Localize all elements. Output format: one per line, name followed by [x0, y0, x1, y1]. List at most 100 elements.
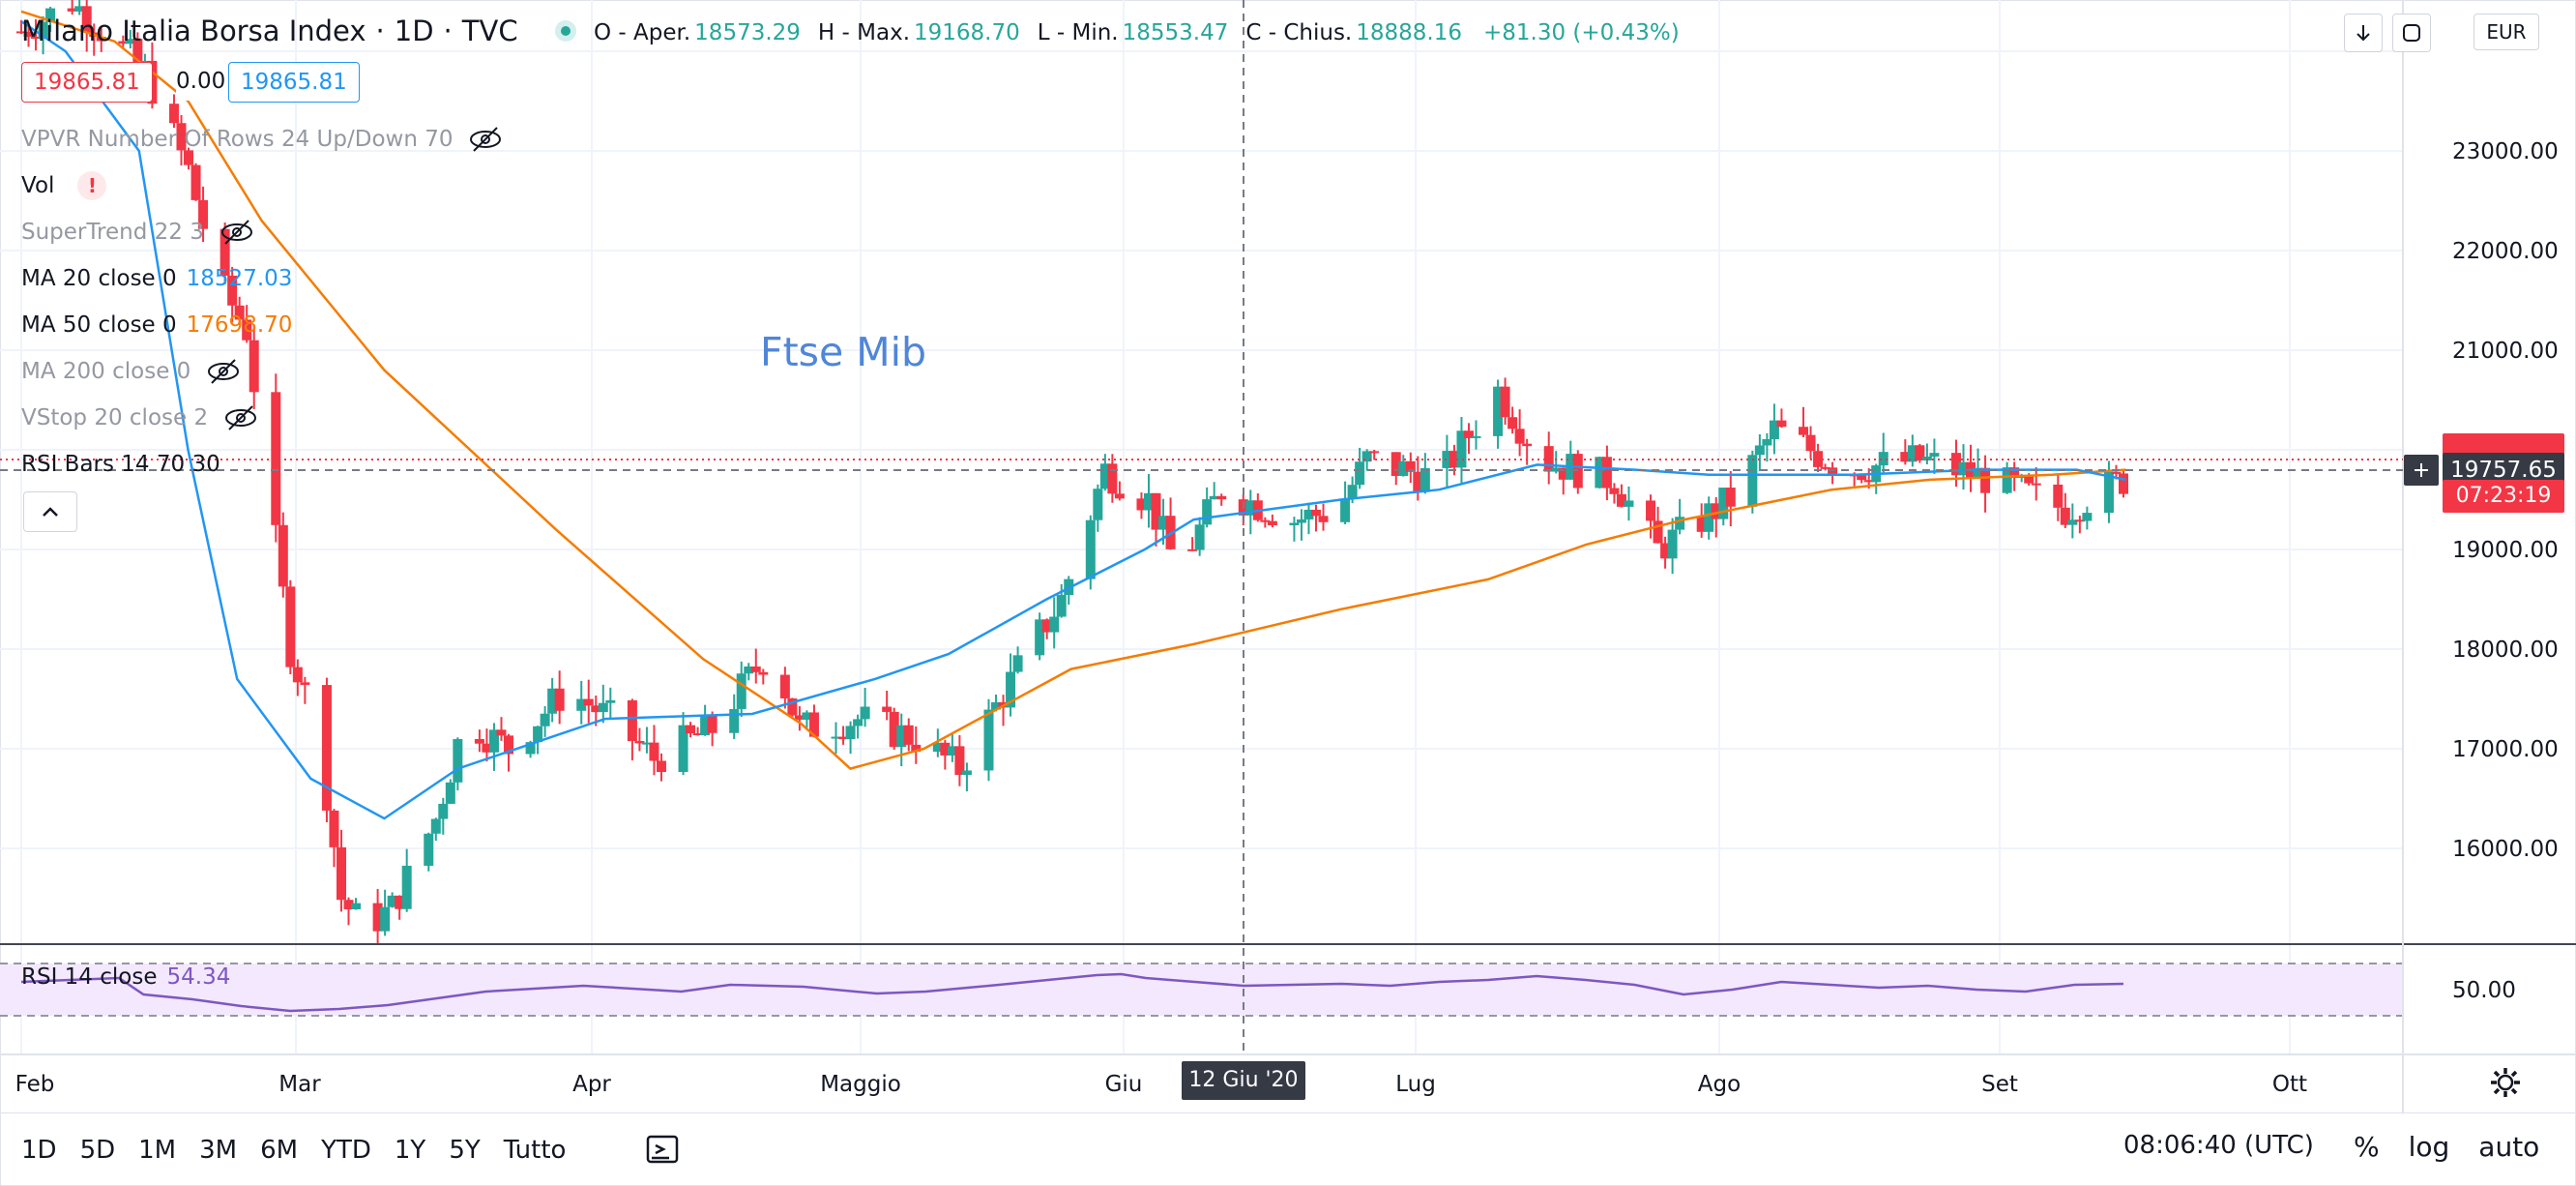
candle-up — [1420, 467, 1430, 492]
candle-up — [1624, 500, 1634, 507]
indicator-label: VStop 20 close 2 — [21, 405, 209, 430]
candle-down — [1646, 500, 1656, 521]
candle-up — [430, 818, 441, 834]
candle-up — [641, 742, 652, 745]
eye-hidden-icon[interactable] — [466, 126, 505, 153]
candle-up — [1099, 463, 1110, 489]
candle-up — [1704, 503, 1714, 532]
range-1m-button[interactable]: 1M — [138, 1136, 177, 1165]
candle-down — [1151, 492, 1161, 530]
eye-hidden-icon[interactable] — [218, 219, 256, 246]
candle-up — [1158, 516, 1169, 530]
utc-clock[interactable]: 08:06:40 (UTC) — [2123, 1131, 2314, 1160]
candle-down — [1543, 446, 1554, 472]
candle-down — [1725, 488, 1736, 507]
candle-down — [1390, 452, 1401, 477]
candle-up — [1296, 519, 1306, 523]
percent-scale-button[interactable]: % — [2354, 1131, 2380, 1163]
symbol-name: Milano Italia Borsa Index — [21, 15, 366, 47]
warning-icon[interactable]: ! — [77, 171, 107, 200]
candle-down — [1267, 520, 1277, 525]
candle-up — [424, 833, 434, 866]
candle-up — [576, 698, 587, 711]
candle-down — [496, 729, 507, 736]
candle-down — [242, 319, 252, 341]
buy-price-button[interactable]: 19865.81 — [228, 62, 360, 103]
go-to-date-icon[interactable] — [642, 1129, 685, 1171]
legend-row-vstop[interactable]: VStop 20 close 2 — [21, 399, 260, 437]
candle-down — [1653, 520, 1663, 544]
eye-hidden-icon[interactable] — [221, 404, 260, 431]
range-1y-button[interactable]: 1Y — [394, 1136, 426, 1165]
candle-up — [896, 725, 907, 748]
sell-price-button[interactable]: 19865.81 — [21, 62, 153, 103]
candle-up — [401, 865, 412, 909]
candle-down — [591, 705, 601, 713]
range-5d-button[interactable]: 5D — [79, 1136, 116, 1165]
rsi-legend[interactable]: RSI 14 close 54.34 — [21, 958, 230, 996]
candle-down — [787, 697, 798, 716]
candle-up — [678, 725, 688, 772]
add-alert-button[interactable] — [2404, 455, 2439, 486]
eye-hidden-icon[interactable] — [204, 358, 243, 385]
candle-up — [1675, 517, 1685, 530]
candle-up — [540, 713, 550, 726]
candle-up — [932, 742, 943, 753]
candle-up — [700, 715, 711, 736]
legend-row-rsi-bars[interactable]: RSI Bars 14 70 30 — [21, 445, 220, 484]
gear-icon[interactable] — [2487, 1064, 2524, 1101]
log-scale-button[interactable]: log — [2408, 1131, 2450, 1163]
candle-down — [1508, 417, 1518, 430]
candle-down — [1805, 434, 1816, 452]
range-ytd-button[interactable]: YTD — [321, 1136, 371, 1165]
time-axis-label: Apr — [572, 1072, 611, 1097]
candle-up — [831, 736, 841, 739]
price-axis-label: 16000.00 — [2452, 837, 2559, 862]
candle-up — [547, 688, 558, 714]
text-annotation[interactable]: Ftse Mib — [760, 329, 927, 375]
time-axis-label: Set — [1981, 1072, 2018, 1097]
candle-up — [1929, 453, 1940, 457]
range-5y-button[interactable]: 5Y — [449, 1136, 481, 1165]
interval[interactable]: 1D — [394, 15, 434, 47]
candle-down — [1799, 427, 1809, 435]
fullscreen-button[interactable] — [2392, 14, 2431, 52]
candle-down — [649, 742, 659, 761]
price-axis-label: 18000.00 — [2452, 637, 2559, 663]
range-6m-button[interactable]: 6M — [260, 1136, 299, 1165]
candle-up — [744, 666, 754, 674]
candle-down — [278, 524, 288, 587]
candle-down — [903, 725, 914, 745]
legend-row-ma50[interactable]: MA 50 close 0 17698.70 — [21, 306, 292, 344]
legend-row-supertrend[interactable]: SuperTrend 22 3 — [21, 213, 256, 252]
range-3m-button[interactable]: 3M — [199, 1136, 238, 1165]
candle-up — [845, 726, 856, 740]
arrow-down-icon — [2356, 25, 2370, 42]
auto-scale-button[interactable]: auto — [2478, 1131, 2540, 1163]
legend-row-vol[interactable]: Vol ! — [21, 166, 107, 205]
time-axis-label: Ott — [2272, 1072, 2307, 1097]
rsi-label: RSI 14 close — [21, 964, 158, 990]
legend-row-ma20[interactable]: MA 20 close 0 18527.03 — [21, 259, 292, 298]
candle-down — [1405, 460, 1416, 472]
range-1d-button[interactable]: 1D — [21, 1136, 57, 1165]
candle-down — [2111, 471, 2122, 474]
collapse-legend-button[interactable] — [23, 491, 77, 532]
candle-up — [139, 60, 150, 63]
candle-down — [2031, 483, 2041, 486]
currency-button[interactable]: EUR — [2474, 14, 2539, 50]
candle-down — [271, 392, 281, 525]
candle-up — [1194, 524, 1205, 550]
chart-canvas[interactable]: 23000.0022000.0021000.0020000.0019000.00… — [0, 0, 2576, 1112]
legend-row-vpvr[interactable]: VPVR Number Of Rows 24 Up/Down 70 — [21, 120, 505, 159]
last-price-marker — [2443, 433, 2564, 455]
time-axis-label: Mar — [278, 1072, 321, 1097]
range-all-button[interactable]: Tutto — [503, 1136, 567, 1165]
candle-up — [380, 906, 391, 932]
download-button[interactable] — [2344, 14, 2383, 52]
legend-row-ma200[interactable]: MA 200 close 0 — [21, 352, 243, 391]
candle-down — [1857, 474, 1867, 481]
candle-up — [125, 39, 135, 44]
candle-down — [794, 715, 805, 720]
candle-down — [329, 810, 339, 847]
